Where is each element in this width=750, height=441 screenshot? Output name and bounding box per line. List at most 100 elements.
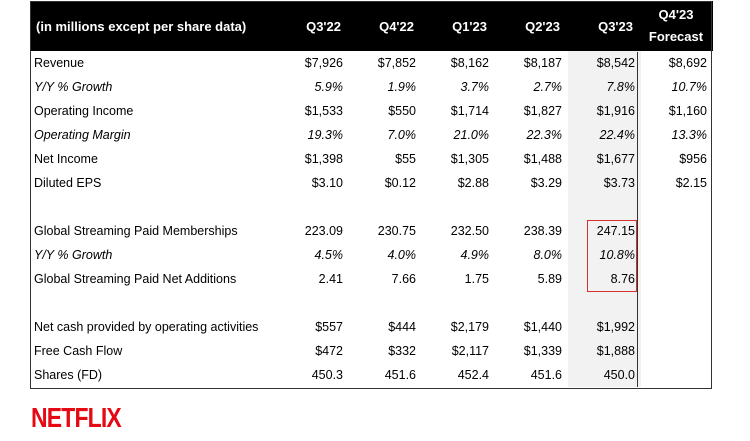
table-row-diluted-eps: Diluted EPS $3.10 $0.12 $2.88 $3.29 $3.7… (30, 171, 713, 195)
cell: $332 (388, 344, 416, 358)
cell: $1,714 (450, 104, 489, 118)
cell: 232.50 (450, 224, 489, 238)
cell: 7.0% (387, 128, 417, 142)
cell: $1,488 (523, 152, 562, 166)
table-row-revenue: Revenue $7,926 $7,852 $8,162 $8,187 $8,5… (30, 51, 713, 75)
forecast-quarter: Q4'23 (658, 7, 694, 22)
forecast-label: Forecast (648, 29, 704, 44)
row-label: Y/Y % Growth (34, 248, 113, 262)
cell: $557 (315, 320, 343, 334)
cell: $1,339 (523, 344, 562, 358)
forecast-cell (641, 315, 713, 339)
table-row-revenue-growth: Y/Y % Growth 5.9% 1.9% 3.7% 2.7% 7.8% 10… (30, 75, 713, 99)
header-q3-23: Q3'23 (568, 1, 641, 51)
cell: $1,440 (523, 320, 562, 334)
table-row-operating-cash: Net cash provided by operating activitie… (30, 315, 713, 339)
cell: $1,827 (523, 104, 562, 118)
cell: $8,162 (450, 56, 489, 70)
header-q4-23-forecast: Q4'23 Forecast (641, 1, 713, 51)
spacer-row (30, 291, 713, 315)
row-label: Shares (FD) (34, 368, 103, 382)
cell: $3.29 (530, 176, 562, 190)
cell: $1,677 (568, 147, 641, 171)
cell: 2.41 (318, 272, 343, 286)
row-label: Global Streaming Paid Net Additions (34, 272, 237, 286)
cell: $3.10 (311, 176, 343, 190)
cell: 5.89 (537, 272, 562, 286)
table-row-shares-fd: Shares (FD) 450.3 451.6 452.4 451.6 450.… (30, 363, 713, 387)
forecast-cell (641, 363, 713, 387)
cell: $1,305 (450, 152, 489, 166)
table-row-free-cash-flow: Free Cash Flow $472 $332 $2,117 $1,339 $… (30, 339, 713, 363)
table-row-operating-margin: Operating Margin 19.3% 7.0% 21.0% 22.3% … (30, 123, 713, 147)
cell: 5.9% (314, 80, 344, 94)
cell: 1.9% (387, 80, 417, 94)
forecast-cell (641, 243, 713, 267)
cell: 21.0% (453, 128, 489, 142)
cell: $1,533 (304, 104, 343, 118)
cell: $444 (388, 320, 416, 334)
cell: 450.3 (311, 368, 343, 382)
cell: 1.75 (464, 272, 489, 286)
forecast-cell: $956 (679, 152, 707, 166)
cell: $0.12 (384, 176, 416, 190)
cell: 19.3% (307, 128, 343, 142)
table-row-paid-memberships: Global Streaming Paid Memberships 223.09… (30, 219, 713, 243)
cell: $8,542 (568, 51, 641, 75)
forecast-cell (641, 219, 713, 243)
row-label: Y/Y % Growth (34, 80, 113, 94)
cell: 22.3% (526, 128, 562, 142)
cell: 7.66 (391, 272, 416, 286)
row-label: Revenue (34, 56, 85, 70)
cell: $550 (388, 104, 416, 118)
forecast-cell: $1,160 (668, 104, 707, 118)
cell: 8.0% (533, 248, 563, 262)
forecast-cell: 13.3% (671, 128, 707, 142)
cell: 4.0% (387, 248, 417, 262)
cell: 8.76 (568, 267, 641, 291)
cell: 4.5% (314, 248, 344, 262)
cell: 223.09 (304, 224, 343, 238)
cell: $7,926 (304, 56, 343, 70)
table-row-memberships-growth: Y/Y % Growth 4.5% 4.0% 4.9% 8.0% 10.8% (30, 243, 713, 267)
table-header-row: (in millions except per share data) Q3'2… (30, 1, 713, 51)
table-row-operating-income: Operating Income $1,533 $550 $1,714 $1,8… (30, 99, 713, 123)
forecast-cell: $2.15 (675, 176, 707, 190)
cell: $1,398 (304, 152, 343, 166)
row-label: Net cash provided by operating activitie… (34, 320, 259, 334)
cell: $8,187 (523, 56, 562, 70)
spacer-row (30, 195, 713, 219)
cell: $1,916 (568, 99, 641, 123)
financial-summary-table: (in millions except per share data) Q3'2… (30, 1, 713, 387)
forecast-cell (641, 339, 713, 363)
header-label: (in millions except per share data) (30, 1, 276, 51)
row-label: Operating Margin (34, 128, 131, 142)
financial-summary-sheet: (in millions except per share data) Q3'2… (30, 1, 713, 387)
table-row-net-additions: Global Streaming Paid Net Additions 2.41… (30, 267, 713, 291)
cell: 10.8% (568, 243, 641, 267)
cell: 2.7% (533, 80, 563, 94)
table-row-net-income: Net Income $1,398 $55 $1,305 $1,488 $1,6… (30, 147, 713, 171)
cell: $2,179 (450, 320, 489, 334)
cell: $55 (395, 152, 416, 166)
row-label: Operating Income (34, 104, 134, 118)
cell: $1,888 (568, 339, 641, 363)
cell: 22.4% (568, 123, 641, 147)
cell: $7,852 (377, 56, 416, 70)
forecast-cell: $8,692 (668, 56, 707, 70)
header-q3-22: Q3'22 (276, 1, 349, 51)
cell: 4.9% (460, 248, 490, 262)
header-q4-22: Q4'22 (349, 1, 422, 51)
row-label: Global Streaming Paid Memberships (34, 224, 238, 238)
cell: 451.6 (384, 368, 416, 382)
cell: 230.75 (377, 224, 416, 238)
cell: 452.4 (457, 368, 489, 382)
cell: 451.6 (530, 368, 562, 382)
header-q1-23: Q1'23 (422, 1, 495, 51)
cell: $472 (315, 344, 343, 358)
cell: 238.39 (523, 224, 562, 238)
row-label: Free Cash Flow (34, 344, 123, 358)
netflix-logo: NETFLIX (31, 402, 122, 433)
forecast-cell (641, 267, 713, 291)
cell: 7.8% (568, 75, 641, 99)
